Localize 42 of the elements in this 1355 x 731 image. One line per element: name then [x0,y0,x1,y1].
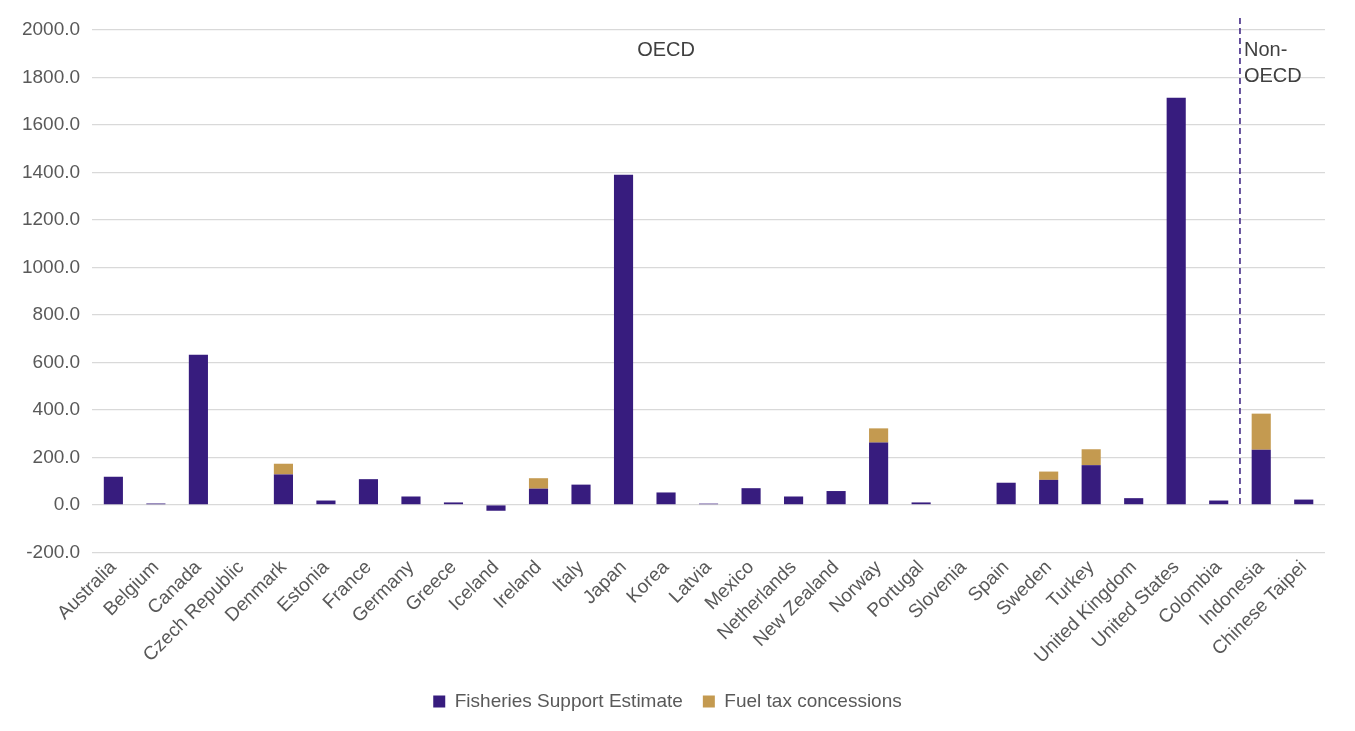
y-tick-label: 600.0 [32,350,81,372]
bar [869,442,889,505]
bar [741,488,761,505]
bar [358,479,379,505]
bar [826,491,846,505]
bar [188,354,208,505]
y-tick-label: 400.0 [32,398,81,420]
y-tick-label: 1400.0 [21,160,81,182]
bar [528,488,549,505]
y-tick-label: 2000.0 [21,18,81,40]
bar [1166,97,1186,505]
bar [273,463,293,475]
legend-label: Fisheries Support Estimate [454,689,683,711]
bar [103,476,123,505]
bar [273,474,293,505]
y-tick-label: 200.0 [32,445,81,467]
annotation: Non-OECD [1243,37,1302,86]
y-tick-label: 1000.0 [21,255,81,277]
bar [1251,413,1271,450]
bar [656,492,676,505]
bar [1039,479,1059,505]
legend-label: Fuel tax concessions [724,689,902,711]
bar [869,428,889,443]
bar [528,478,549,489]
y-tick-label: 0.0 [53,493,81,515]
bar [401,496,421,505]
bar [996,482,1016,505]
bar [1039,471,1059,480]
bar [486,505,506,511]
annotation: OECD [637,37,695,60]
y-tick-label: 1600.0 [21,113,81,135]
bar [613,174,634,505]
y-tick-label: -200.0 [26,540,81,562]
bar [571,484,591,505]
y-tick-label: 1800.0 [21,65,81,87]
bar [1124,498,1144,505]
bar [1251,449,1271,505]
y-tick-label: 800.0 [32,303,81,325]
bar [784,496,804,505]
bar [1081,449,1101,466]
y-tick-label: 1200.0 [21,208,81,230]
bar [1081,465,1101,505]
